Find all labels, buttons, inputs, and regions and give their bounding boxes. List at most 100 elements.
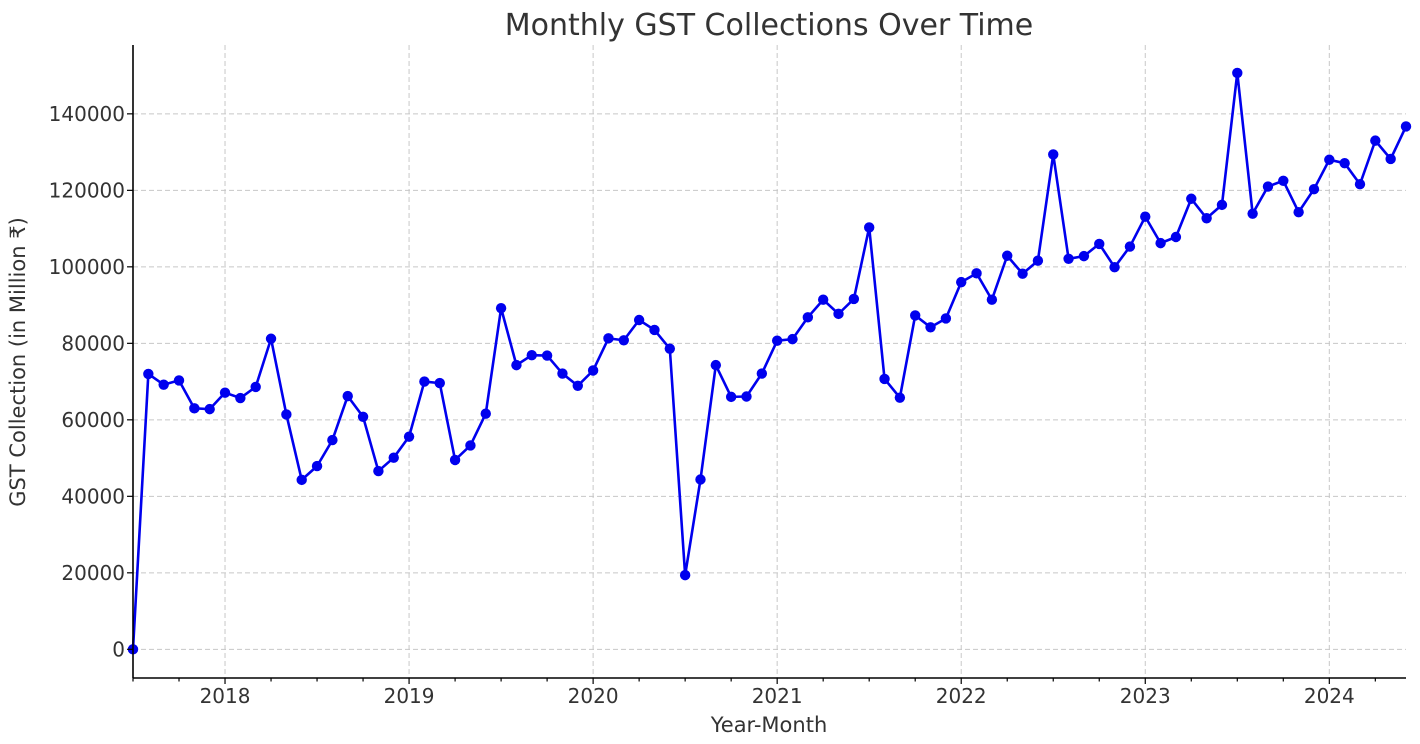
- data-point: [1324, 154, 1335, 165]
- x-tick-label: 2024: [1304, 684, 1355, 708]
- data-point: [787, 333, 798, 345]
- data-point: [633, 314, 645, 326]
- data-point: [480, 408, 491, 419]
- data-point: [1063, 253, 1074, 265]
- data-point: [771, 335, 783, 346]
- data-point: [434, 377, 445, 389]
- data-point: [1109, 262, 1120, 273]
- grid-layer: [133, 45, 1406, 678]
- y-tick-label: 120000: [49, 178, 125, 202]
- data-point: [449, 454, 461, 466]
- data-point: [848, 293, 860, 305]
- x-tick-label: 2021: [752, 684, 803, 708]
- data-point: [265, 333, 277, 344]
- data-point: [925, 322, 936, 333]
- data-point: [311, 460, 323, 472]
- x-tick-label: 2018: [200, 684, 251, 708]
- data-point: [204, 403, 215, 415]
- data-point: [1293, 206, 1304, 218]
- data-point: [373, 465, 384, 477]
- data-point: [557, 368, 568, 379]
- data-point: [1186, 193, 1197, 204]
- data-point: [741, 391, 752, 402]
- x-tick-label: 2019: [384, 684, 435, 708]
- data-point: [618, 335, 629, 346]
- data-point: [710, 359, 722, 371]
- data-point: [986, 294, 998, 305]
- data-point: [189, 403, 200, 414]
- x-tick-label: 2020: [568, 684, 619, 708]
- data-point: [1400, 121, 1412, 132]
- data-point: [1032, 255, 1044, 266]
- data-point: [879, 373, 890, 385]
- data-point: [910, 310, 921, 321]
- data-point: [158, 379, 169, 390]
- data-point: [1339, 157, 1350, 169]
- y-tick-label: 20000: [61, 561, 125, 585]
- data-point: [1078, 250, 1090, 262]
- data-point: [679, 569, 691, 581]
- data-point: [894, 392, 906, 403]
- y-tick-label: 80000: [61, 331, 125, 355]
- data-point: [1247, 208, 1258, 219]
- data-point: [1354, 179, 1366, 190]
- data-point: [1017, 268, 1028, 279]
- data-point: [649, 324, 660, 336]
- data-point: [419, 376, 430, 387]
- data-point: [725, 391, 737, 403]
- data-point: [495, 302, 507, 314]
- data-point: [1201, 213, 1212, 224]
- y-tick-label: 140000: [49, 102, 125, 126]
- data-point: [1262, 181, 1274, 192]
- data-point: [1308, 183, 1320, 195]
- data-point: [572, 380, 583, 391]
- data-point: [1048, 149, 1059, 160]
- data-point: [1140, 211, 1151, 222]
- data-point: [1370, 135, 1381, 146]
- data-point: [526, 349, 537, 361]
- series-line: [131, 71, 1408, 650]
- data-point: [281, 409, 292, 420]
- data-point: [296, 474, 307, 486]
- chart-title: Monthly GST Collections Over Time: [505, 8, 1033, 43]
- data-point: [863, 222, 875, 233]
- y-tick-label: 0: [112, 637, 125, 661]
- data-point: [695, 474, 706, 485]
- data-point: [756, 368, 768, 379]
- data-point: [511, 359, 522, 371]
- data-point: [250, 381, 261, 393]
- x-axis-label: Year-Month: [710, 713, 828, 737]
- data-point: [388, 452, 399, 463]
- data-point: [956, 276, 967, 288]
- y-tick-label: 40000: [61, 484, 125, 508]
- data-point: [219, 387, 231, 398]
- data-point: [1278, 175, 1289, 186]
- y-tick-label: 60000: [61, 408, 125, 432]
- data-point: [1216, 199, 1228, 211]
- data-point: [1232, 67, 1243, 79]
- data-point: [1170, 231, 1182, 243]
- data-point: [971, 268, 982, 279]
- data-point: [327, 434, 338, 446]
- data-point: [664, 343, 676, 354]
- axes-layer: [132, 45, 1406, 679]
- data-point: [940, 313, 952, 324]
- data-point: [833, 308, 844, 320]
- data-point: [587, 365, 599, 376]
- series-layer: [127, 67, 1412, 655]
- data-point: [1002, 250, 1013, 261]
- y-tick-label: 100000: [49, 255, 125, 279]
- data-point: [465, 440, 476, 451]
- data-point: [143, 368, 154, 380]
- data-point: [817, 294, 829, 305]
- data-point: [1094, 238, 1105, 250]
- x-tick-label: 2023: [1120, 684, 1171, 708]
- data-point: [541, 350, 553, 361]
- data-point: [802, 312, 814, 323]
- data-point: [173, 375, 185, 386]
- data-point: [342, 390, 353, 402]
- ticks-layer: 0 20000 40000 60000 80000 100000 120000 140000 2…: [49, 102, 1376, 708]
- data-point: [1385, 153, 1396, 165]
- data-point: [603, 333, 614, 344]
